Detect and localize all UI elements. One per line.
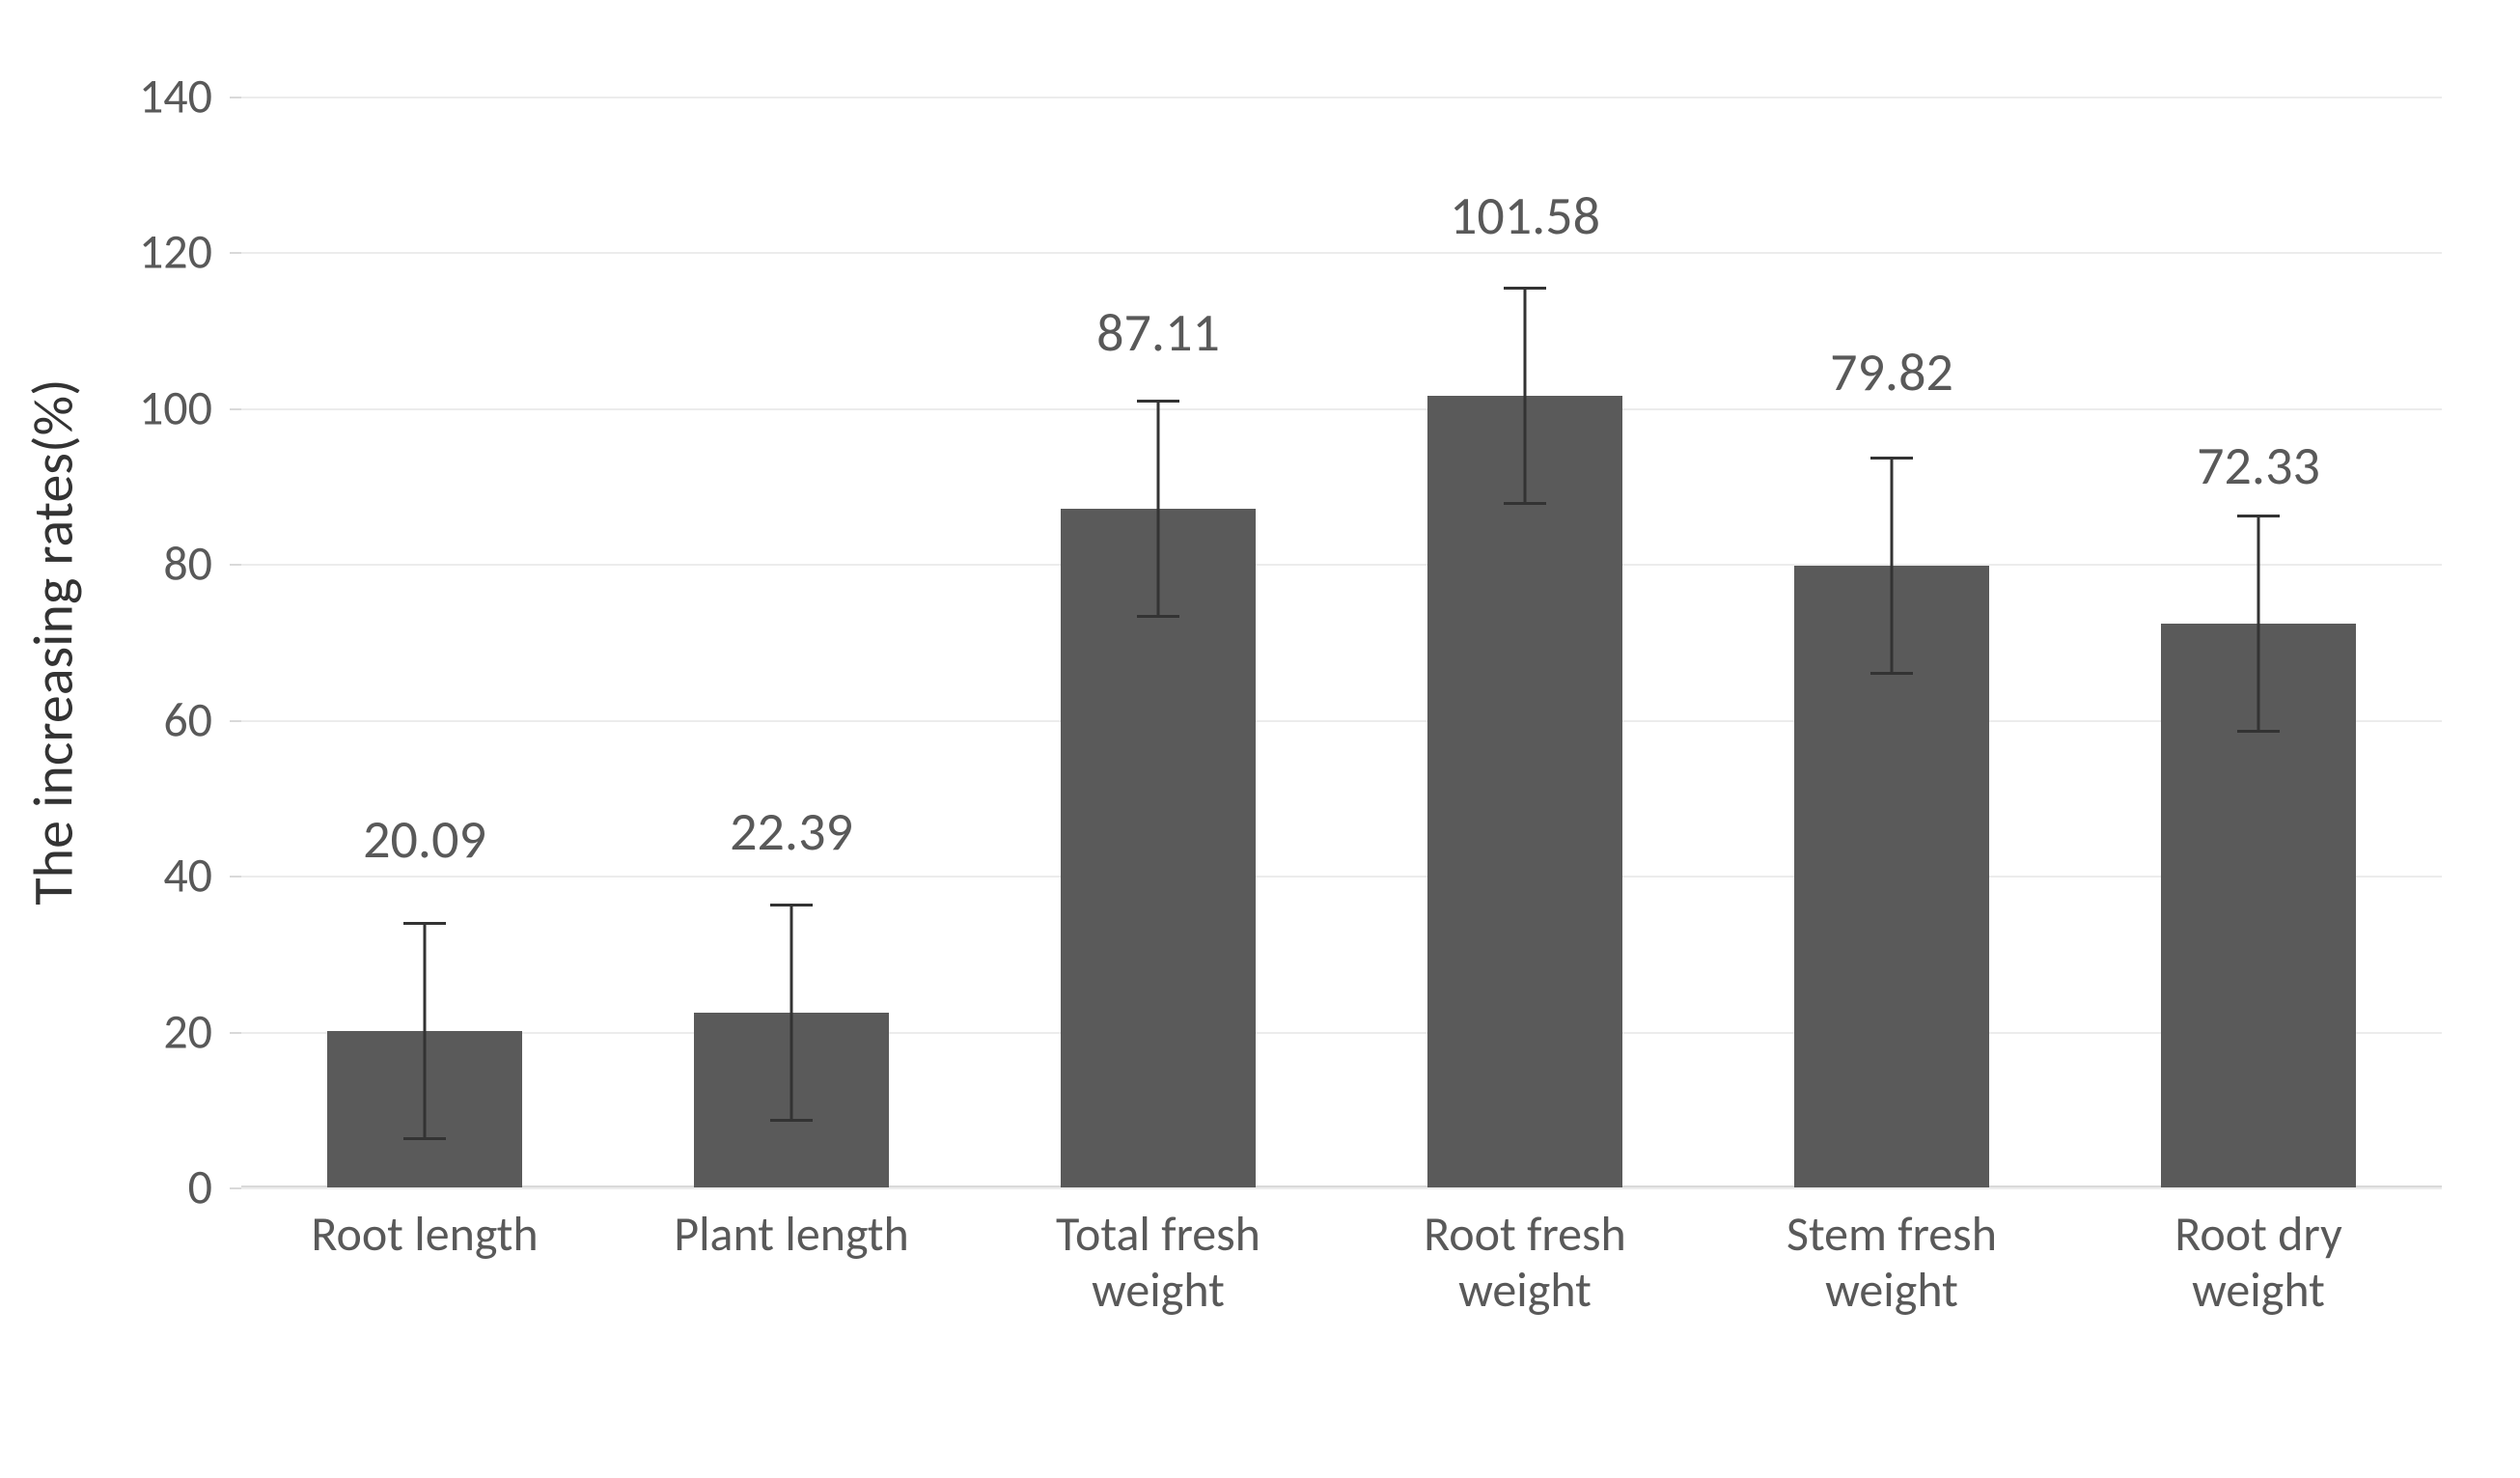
bar-chart: The increasing rates(%) 20.09 22.39 87.11 10… — [0, 39, 2520, 1439]
bar-value-label: 79.82 — [1830, 340, 1953, 405]
x-tick-label: Root dryweight — [2075, 1207, 2442, 1318]
x-tick-label-line: Root dry — [2075, 1207, 2442, 1263]
gridline — [241, 1187, 2442, 1189]
x-tick-label: Total freshweight — [975, 1207, 1342, 1318]
y-tick-mark — [230, 408, 241, 410]
gridline — [241, 720, 2442, 722]
y-tick-mark — [230, 564, 241, 566]
y-tick-mark — [230, 1187, 241, 1189]
y-tick-label: 120 — [0, 223, 212, 282]
x-tick-label-line: Stem fresh — [1708, 1207, 2075, 1263]
gridline — [241, 564, 2442, 566]
y-axis-title: The increasing rates(%) — [19, 378, 88, 905]
y-tick-label: 100 — [0, 378, 212, 437]
y-tick-mark — [230, 1032, 241, 1034]
y-tick-label: 20 — [0, 1002, 212, 1061]
gridline — [241, 97, 2442, 98]
x-tick-label: Root length — [241, 1207, 608, 1263]
x-axis-line — [241, 1185, 2442, 1187]
y-tick-mark — [230, 876, 241, 878]
bar-value-label: 72.33 — [2197, 433, 2320, 499]
bar-value-label: 22.39 — [730, 799, 853, 865]
gridline — [241, 252, 2442, 254]
x-tick-label-line: Root length — [241, 1207, 608, 1263]
x-tick-label-line: Plant length — [608, 1207, 975, 1263]
x-tick-label-line: weight — [1708, 1263, 2075, 1319]
bar — [1427, 396, 1621, 1187]
x-tick-label-line: Root fresh — [1342, 1207, 1708, 1263]
x-tick-label-line: weight — [1342, 1263, 1708, 1319]
y-tick-mark — [230, 252, 241, 254]
x-tick-label-line: weight — [2075, 1263, 2442, 1319]
gridline — [241, 408, 2442, 410]
x-tick-label: Stem freshweight — [1708, 1207, 2075, 1318]
y-tick-mark — [230, 97, 241, 98]
bar-value-label: 87.11 — [1096, 300, 1220, 366]
x-tick-label-line: weight — [975, 1263, 1342, 1319]
y-tick-label: 80 — [0, 535, 212, 594]
y-tick-label: 0 — [0, 1158, 212, 1217]
x-tick-label: Root freshweight — [1342, 1207, 1708, 1318]
x-tick-label-line: Total fresh — [975, 1207, 1342, 1263]
plot-area: 20.09 22.39 87.11 101.58 79.82 72.33 — [241, 97, 2442, 1187]
y-tick-mark — [230, 720, 241, 722]
bar-value-label: 20.09 — [363, 807, 486, 873]
gridline — [241, 1032, 2442, 1034]
bar-value-label: 101.58 — [1450, 183, 1600, 249]
x-tick-label: Plant length — [608, 1207, 975, 1263]
y-tick-label: 140 — [0, 68, 212, 126]
y-tick-label: 60 — [0, 690, 212, 749]
gridline — [241, 876, 2442, 878]
y-tick-label: 40 — [0, 847, 212, 906]
